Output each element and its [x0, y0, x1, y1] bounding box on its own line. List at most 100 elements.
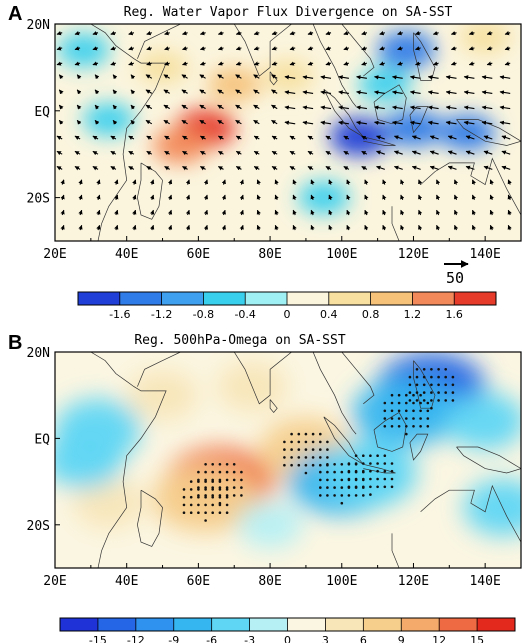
wind-vector: [376, 135, 385, 140]
wind-vector: [320, 90, 332, 95]
significance-dot: [297, 448, 301, 451]
significance-dot: [304, 448, 308, 451]
panel-b-label: B: [8, 332, 22, 354]
wind-vector: [499, 105, 511, 110]
wind-vector: [203, 179, 209, 185]
panel-b-coastline-13: [420, 484, 521, 543]
significance-dot: [362, 494, 365, 497]
significance-dot: [397, 401, 401, 405]
panel-b-colorbar-swatch: [97, 618, 137, 631]
wind-vector: [56, 166, 63, 171]
significance-dot: [204, 486, 207, 489]
significance-dot: [297, 463, 301, 467]
wind-vector: [450, 31, 457, 36]
panel-b-coastline-2: [227, 352, 314, 405]
panel-a-coastline-2: [227, 24, 314, 77]
wind-vector: [320, 120, 332, 125]
significance-dot: [383, 409, 387, 413]
wind-vector: [60, 194, 65, 200]
vector-reference-label: 50: [446, 269, 464, 287]
panel-a-colorbar-swatch: [328, 292, 371, 305]
wind-vector: [112, 74, 118, 80]
wind-vector: [58, 74, 64, 80]
panel-b-colorbar-label: 0: [284, 634, 291, 643]
significance-dot: [354, 469, 358, 473]
significance-dot: [326, 440, 329, 444]
significance-dot: [451, 391, 455, 394]
significance-dot: [437, 391, 440, 394]
wind-vector: [379, 31, 385, 36]
significance-dot: [197, 486, 200, 489]
panel-a-vectors: [56, 31, 512, 231]
significance-dot: [218, 470, 222, 474]
significance-dot: [333, 494, 336, 497]
wind-vector: [325, 31, 332, 36]
significance-dot: [290, 432, 293, 436]
wind-vector: [182, 135, 188, 140]
panel-b-axes: 20E 40E 60E 80E 100E 120E 140E 20N EQ 20S: [27, 346, 501, 589]
panel-a-axes: 20E 40E 60E 80E 100E 120E 140E 20N EQ 20S: [27, 18, 501, 262]
significance-dot: [437, 399, 440, 402]
wind-vector: [507, 194, 512, 201]
significance-dot: [397, 409, 401, 413]
wind-vector: [364, 224, 369, 231]
significance-dot: [405, 409, 408, 413]
significance-dot: [437, 383, 440, 387]
wind-vector: [284, 105, 296, 110]
wind-vector: [128, 135, 135, 140]
panel-a-coastline-4: [312, 24, 357, 107]
wind-vector: [289, 166, 296, 171]
panel-a-anomaly-2: [207, 67, 261, 102]
wind-vector: [271, 46, 278, 51]
wind-vector: [199, 31, 206, 36]
panel-a-anomaly-9: [358, 67, 412, 102]
wind-vector: [271, 61, 278, 66]
significance-dot: [426, 425, 430, 428]
significance-dot: [204, 470, 207, 474]
wind-vector: [182, 46, 188, 51]
wind-vector: [235, 74, 242, 79]
wind-vector: [146, 166, 153, 171]
significance-dot: [415, 375, 419, 379]
significance-dot: [297, 440, 301, 444]
wind-vector: [489, 179, 494, 185]
significance-dot: [211, 470, 214, 474]
wind-vector: [76, 89, 82, 95]
significance-dot: [362, 454, 365, 458]
wind-vector: [199, 89, 206, 94]
panel-a-x-tick-label: 140E: [469, 247, 500, 262]
panel-b-anomaly-5: [72, 477, 145, 530]
wind-vector: [76, 119, 82, 125]
significance-dot: [197, 470, 200, 474]
wind-vector: [114, 224, 119, 231]
wind-vector: [361, 61, 368, 66]
significance-dot: [225, 486, 229, 489]
panel-b-y-tick-label: 20S: [27, 519, 50, 534]
wind-vector: [307, 135, 314, 140]
panel-b-colorbar-label: 6: [360, 634, 367, 643]
wind-vector: [507, 179, 512, 185]
significance-dot: [362, 485, 365, 489]
wind-vector: [445, 75, 457, 80]
wind-vector: [432, 46, 439, 51]
wind-vector: [310, 209, 315, 216]
significance-dot: [189, 488, 193, 491]
wind-vector: [289, 150, 296, 156]
wind-vector: [392, 90, 403, 95]
significance-dot: [182, 511, 186, 514]
wind-vector: [221, 179, 226, 185]
significance-dot: [189, 503, 193, 507]
panel-b-x-tick-label: 20E: [43, 574, 66, 589]
significance-dot: [419, 401, 422, 405]
panel-b-significance-dots: [182, 368, 455, 522]
significance-dot: [189, 511, 193, 514]
wind-vector: [411, 165, 421, 170]
wind-vector: [253, 119, 260, 125]
wind-vector: [454, 224, 459, 231]
significance-dot: [197, 488, 200, 491]
wind-vector: [284, 75, 296, 80]
wind-vector: [463, 105, 475, 110]
wind-vector: [78, 179, 83, 185]
wind-vector: [56, 46, 63, 51]
